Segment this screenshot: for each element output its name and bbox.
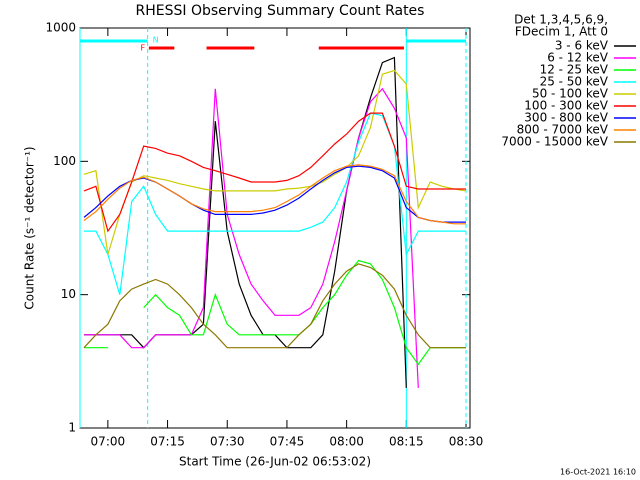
x-tick-label: 07:15	[150, 435, 185, 449]
x-tick-label: 08:30	[449, 435, 484, 449]
legend-header: FDecim 1, Att 0	[515, 25, 608, 39]
legend-header: Det 1,3,4,5,6,9,	[514, 13, 608, 27]
legend-label: 3 - 6 keV	[555, 39, 609, 53]
y-tick-label: 1	[68, 421, 76, 435]
x-tick-label: 08:00	[329, 435, 364, 449]
x-tick-label: 07:45	[270, 435, 305, 449]
x-axis-label: Start Time (26-Jun-02 06:53:02)	[179, 455, 371, 469]
legend-label: 100 - 300 keV	[524, 99, 608, 113]
legend-label: 800 - 7000 keV	[517, 123, 609, 137]
series-line	[83, 263, 466, 349]
series-line	[84, 112, 466, 295]
legend-label: 25 - 50 keV	[540, 75, 609, 89]
legend-label: 300 - 800 keV	[524, 111, 608, 125]
series-line	[84, 259, 466, 366]
x-tick-label: 08:15	[389, 435, 424, 449]
x-tick-label: 07:30	[210, 435, 245, 449]
legend-label: 7000 - 15000 keV	[501, 135, 608, 149]
series-line	[84, 56, 407, 388]
legend-label: 6 - 12 keV	[547, 51, 609, 65]
plot-frame	[79, 27, 471, 429]
chart-title: RHESSI Observing Summary Count Rates	[136, 3, 425, 19]
y-tick-label: 100	[53, 154, 76, 168]
night-label: N	[153, 36, 159, 45]
legend-label: 50 - 100 keV	[532, 87, 609, 101]
flare-label: F	[141, 44, 146, 53]
series-line	[84, 87, 419, 388]
y-tick-label: 10	[61, 287, 76, 301]
y-tick-label: 1000	[45, 21, 76, 35]
series-line	[83, 69, 467, 255]
series-line	[83, 112, 466, 233]
legend-label: 12 - 25 keV	[540, 63, 609, 77]
x-tick-label: 07:00	[91, 435, 126, 449]
footer: 16-Oct-2021 16:10	[560, 468, 636, 477]
y-axis-label: Count Rate (s⁻¹ detector⁻¹)	[23, 146, 37, 309]
series-line	[83, 164, 466, 225]
